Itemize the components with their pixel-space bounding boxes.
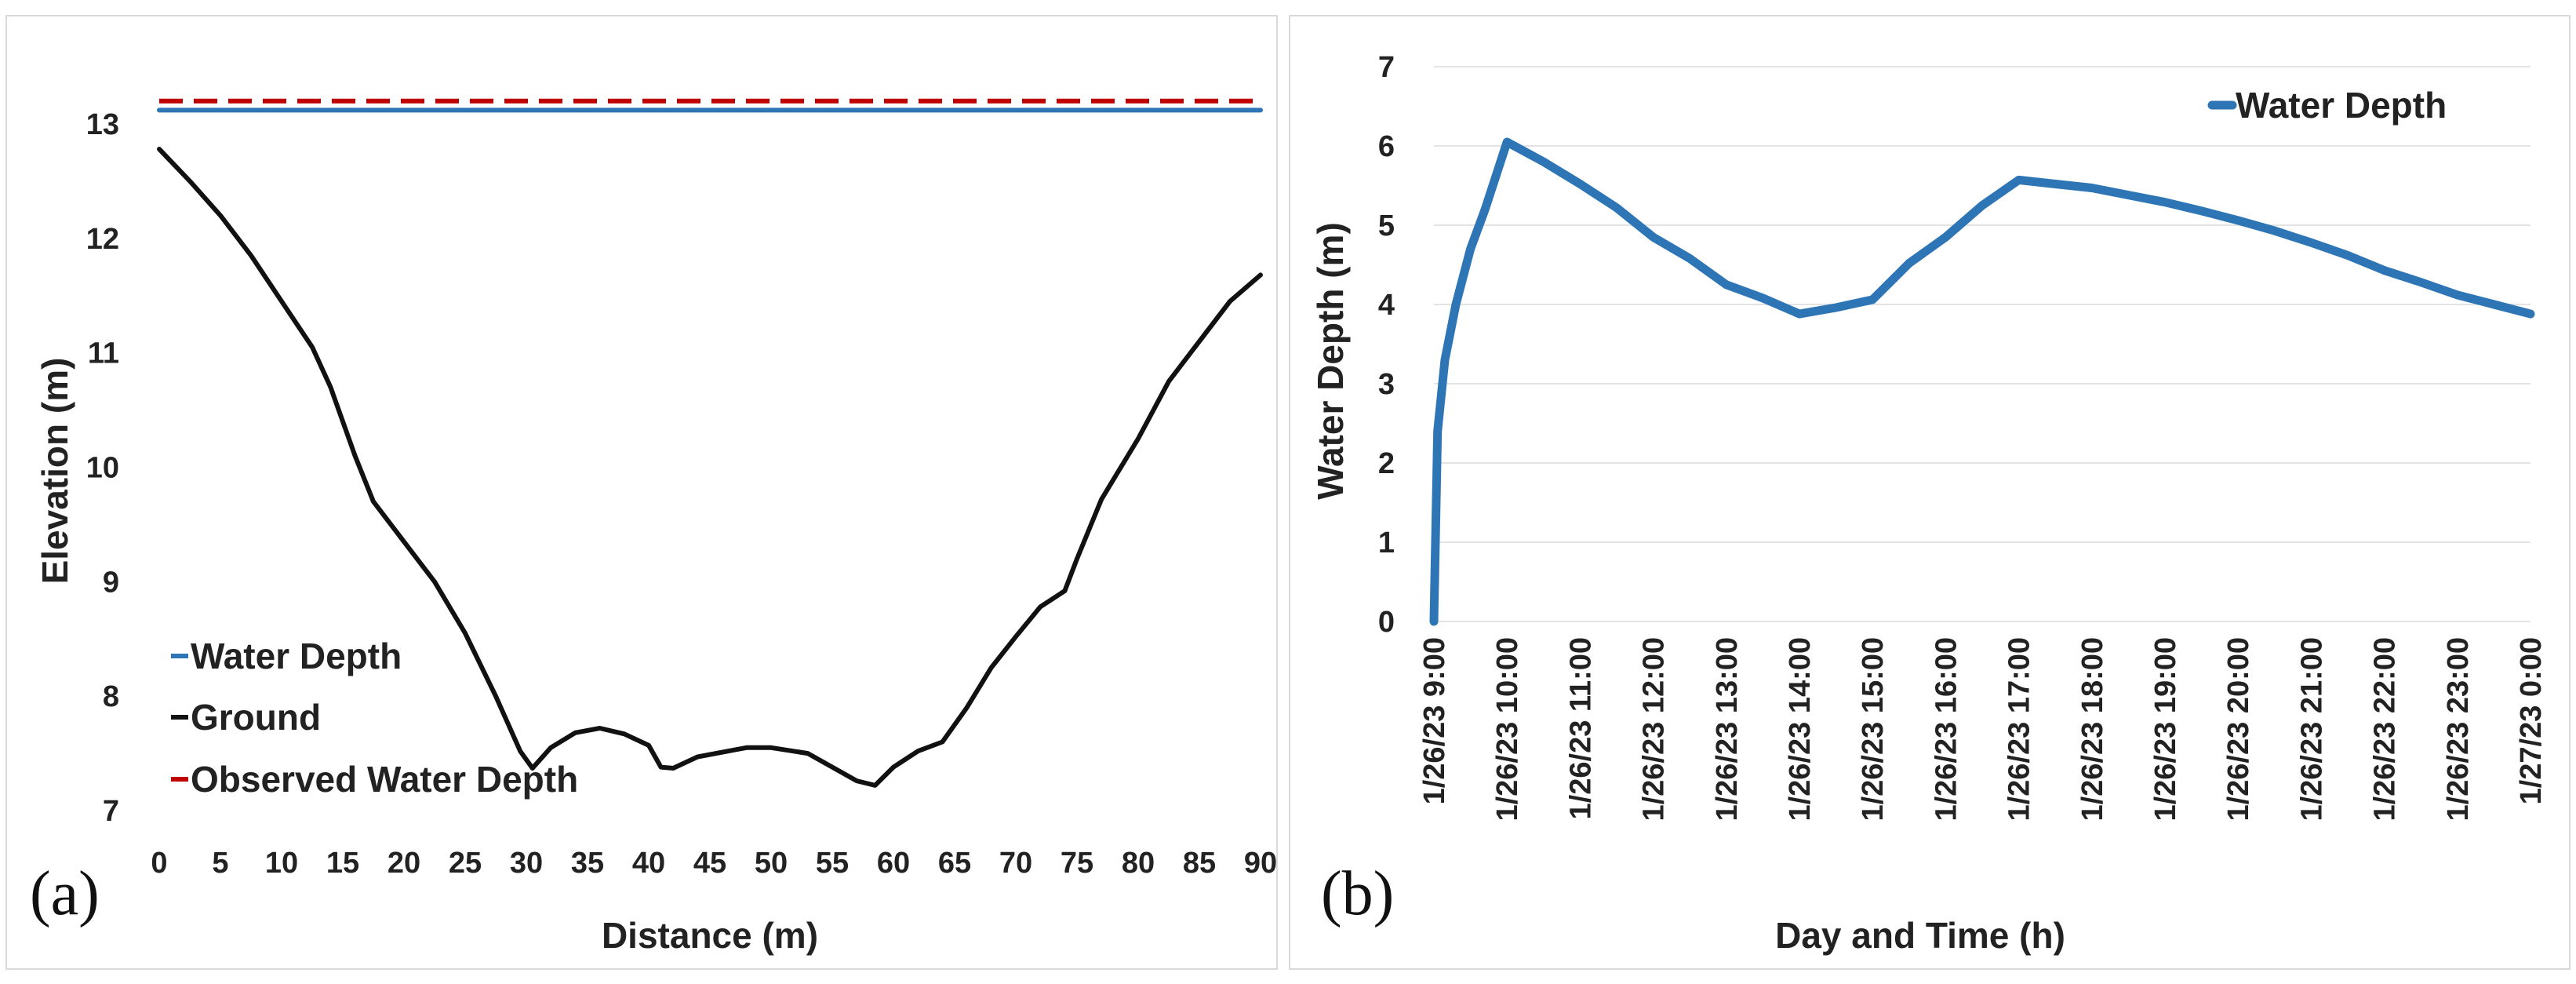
chart-a-y-tick-label: 10 [86,451,119,484]
chart-a-y-tick-label: 9 [103,566,119,599]
chart-b-x-tick-label: 1/26/23 18:00 [2076,637,2109,822]
chart-a-ticks: 0 5 10 15 20 25 30 35 40 45 50 55 60 65 70 75 80 85 90 7 8 9 1… [86,108,1277,880]
chart-a-x-tick-label: 55 [816,847,849,880]
chart-b-x-tick-label: 1/26/23 21:00 [2295,637,2328,822]
chart-b-x-tick-label: 1/27/23 0:00 [2515,637,2548,804]
chart-a-y-tick-label: 11 [88,337,119,370]
chart-a-y-tick-label: 7 [103,795,119,828]
chart-a-x-tick-label: 45 [693,847,726,880]
chart-b-x-tick-label: 1/26/23 11:00 [1564,637,1597,819]
chart-a-x-tick-label: 75 [1061,847,1093,880]
chart-a-ylabel: Elevation (m) [35,358,75,585]
chart-panel-a: 0 5 10 15 20 25 30 35 40 45 50 55 60 65 70 75 80 85 90 7 8 9 1… [5,15,1278,970]
chart-b-ylabel: Water Depth (m) [1310,222,1351,500]
chart-b-gridlines [1434,66,2531,622]
chart-a-series-ground-line [157,147,1263,788]
chart-b-y-tick-label: 3 [1378,368,1395,401]
chart-b-x-tick-label: 1/26/23 10:00 [1491,637,1524,822]
chart-b-y-tick-label: 5 [1378,210,1395,242]
chart-b-x-tick-label: 1/26/23 22:00 [2369,637,2402,822]
chart-a-xlabel: Distance (m) [602,915,818,956]
chart-a-y-tick-label: 8 [103,680,119,713]
chart-a-frame [5,15,1278,970]
chart-a-x-tick-label: 60 [877,847,910,880]
chart-a-x-tick-label: 40 [632,847,665,880]
chart-a-x-tick-label: 80 [1122,847,1155,880]
chart-a-panel-label: (a) [30,859,100,928]
chart-b-y-tick-label: 6 [1378,130,1395,163]
chart-b-x-tick-label: 1/26/23 15:00 [1857,637,1890,822]
chart-panel-b: 0 1 2 3 4 5 6 7 1/26/23 9:00 1/26/23 10:00 1/26/23… [1289,15,2571,970]
chart-b-legend: Water Depth [2207,85,2447,126]
chart-b-frame [1289,15,2571,970]
chart-a-x-tick-label: 15 [326,847,359,880]
chart-b-x-tick-label: 1/26/23 13:00 [1711,637,1744,822]
chart-b-x-tick-label: 1/26/23 14:00 [1784,637,1817,822]
chart-b-y-tick-label: 7 [1378,51,1395,84]
chart-a-series [157,98,1263,788]
chart-a-x-tick-label: 25 [449,847,482,880]
chart-b-panel-label: (b) [1321,859,1394,928]
chart-b-x-tick-label: 1/26/23 20:00 [2222,637,2255,822]
chart-a-x-tick-label: 0 [151,847,167,880]
chart-a-y-tick-label: 13 [86,108,119,141]
chart-a-x-tick-label: 5 [212,847,228,880]
chart-a-legend-label: Observed Water Depth [191,759,578,800]
chart-b-x-tick-label: 1/26/23 16:00 [1930,637,1963,822]
chart-a-x-tick-label: 35 [571,847,604,880]
chart-a-x-tick-label: 85 [1183,847,1216,880]
chart-a-x-tick-label: 30 [510,847,543,880]
chart-a-legend-label: Ground [191,697,321,738]
chart-b-x-tick-label: 1/26/23 9:00 [1418,637,1451,804]
chart-b-legend-label: Water Depth [2236,85,2447,126]
chart-a-x-tick-label: 65 [938,847,971,880]
chart-b-x-tick-label: 1/26/23 17:00 [2003,637,2036,822]
chart-b-x-tick-label: 1/26/23 23:00 [2442,637,2475,822]
chart-b-y-tick-label: 2 [1378,447,1395,480]
chart-b-series [1429,137,2535,626]
chart-b-x-tick-label: 1/26/23 19:00 [2149,637,2182,822]
chart-b-ticks: 0 1 2 3 4 5 6 7 1/26/23 9:00 1/26/23 10:00 1/26/23… [1378,51,2548,822]
chart-a-x-tick-label: 90 [1244,847,1277,880]
chart-a-legend: Water Depth Ground Observed Water Depth [171,636,578,800]
chart-a-y-tick-label: 12 [86,223,119,256]
chart-b-xlabel: Day and Time (h) [1775,915,2065,956]
chart-b-x-tick-label: 1/26/23 12:00 [1638,637,1671,822]
chart-b-y-tick-label: 1 [1378,527,1395,559]
chart-b-y-tick-label: 4 [1378,289,1395,322]
chart-a-x-tick-label: 50 [755,847,788,880]
chart-a-legend-label: Water Depth [191,636,402,676]
chart-a-x-tick-label: 10 [265,847,298,880]
chart-b-y-tick-label: 0 [1378,606,1395,639]
chart-a-x-tick-label: 20 [387,847,420,880]
chart-a-x-tick-label: 70 [999,847,1032,880]
chart-b-series-water-depth-line [1429,137,2535,626]
